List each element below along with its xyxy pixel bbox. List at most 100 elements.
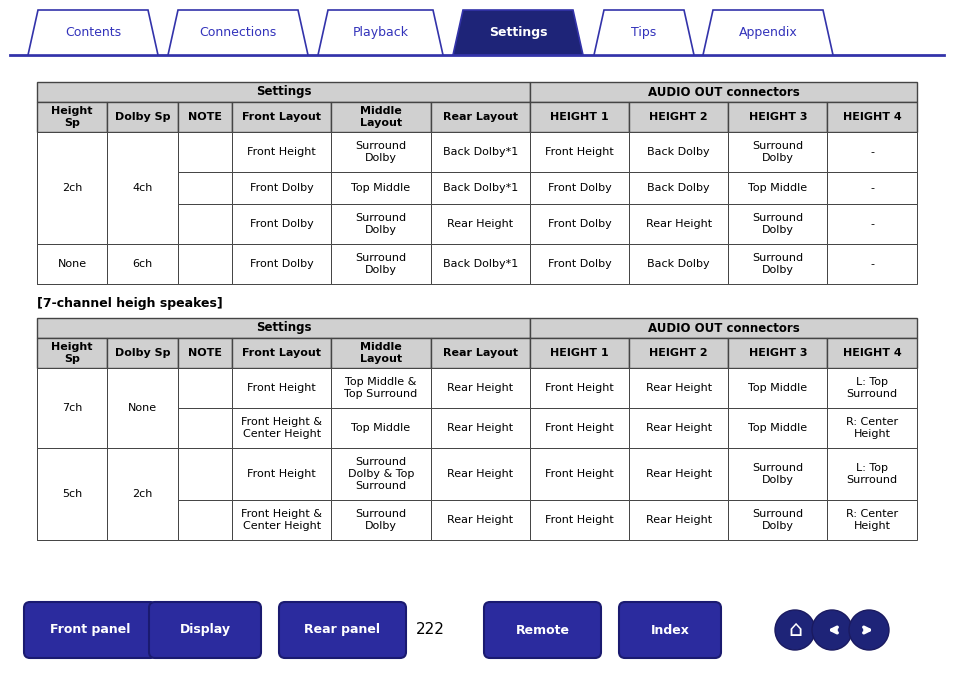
Text: Front Dolby: Front Dolby <box>250 259 314 269</box>
FancyBboxPatch shape <box>232 204 331 244</box>
Text: Surround
Dolby: Surround Dolby <box>752 141 802 163</box>
FancyBboxPatch shape <box>826 204 916 244</box>
FancyBboxPatch shape <box>108 132 177 172</box>
FancyBboxPatch shape <box>430 448 529 500</box>
Text: 5ch: 5ch <box>62 489 82 499</box>
Text: L: Top
Surround: L: Top Surround <box>845 377 897 399</box>
FancyBboxPatch shape <box>331 102 430 132</box>
Text: Rear Height: Rear Height <box>447 219 513 229</box>
Text: Remote: Remote <box>515 623 569 637</box>
FancyBboxPatch shape <box>177 448 232 500</box>
FancyBboxPatch shape <box>430 132 529 172</box>
FancyBboxPatch shape <box>727 448 826 500</box>
FancyBboxPatch shape <box>37 244 108 284</box>
FancyBboxPatch shape <box>430 244 529 284</box>
Text: Tips: Tips <box>631 26 656 39</box>
Text: HEIGHT 4: HEIGHT 4 <box>841 112 901 122</box>
FancyBboxPatch shape <box>108 368 177 448</box>
Text: 2ch: 2ch <box>62 183 82 193</box>
FancyBboxPatch shape <box>177 368 232 408</box>
FancyBboxPatch shape <box>826 244 916 284</box>
FancyBboxPatch shape <box>826 172 916 204</box>
Text: Top Middle: Top Middle <box>747 423 806 433</box>
Text: Front Layout: Front Layout <box>242 112 321 122</box>
FancyBboxPatch shape <box>529 318 916 338</box>
Text: Back Dolby: Back Dolby <box>646 183 709 193</box>
FancyBboxPatch shape <box>727 338 826 368</box>
Text: Back Dolby*1: Back Dolby*1 <box>442 259 517 269</box>
FancyBboxPatch shape <box>727 204 826 244</box>
FancyBboxPatch shape <box>108 338 177 368</box>
FancyBboxPatch shape <box>232 368 331 408</box>
Circle shape <box>774 610 814 650</box>
FancyBboxPatch shape <box>177 172 232 204</box>
Polygon shape <box>594 10 693 55</box>
FancyBboxPatch shape <box>232 132 331 172</box>
FancyBboxPatch shape <box>37 500 108 540</box>
FancyBboxPatch shape <box>232 500 331 540</box>
FancyBboxPatch shape <box>108 448 177 540</box>
Text: Front Height: Front Height <box>247 147 315 157</box>
FancyBboxPatch shape <box>529 204 628 244</box>
FancyBboxPatch shape <box>108 448 177 500</box>
FancyBboxPatch shape <box>177 132 232 172</box>
FancyBboxPatch shape <box>177 500 232 540</box>
Text: Index: Index <box>650 623 689 637</box>
Text: Rear Height: Rear Height <box>447 469 513 479</box>
Text: R: Center
Height: R: Center Height <box>845 509 898 531</box>
Text: Front Height &
Center Height: Front Height & Center Height <box>241 509 322 531</box>
Text: Surround
Dolby: Surround Dolby <box>752 463 802 485</box>
Text: Middle
Layout: Middle Layout <box>359 342 401 364</box>
Text: Top Middle: Top Middle <box>351 183 410 193</box>
Text: 7ch: 7ch <box>62 403 82 413</box>
FancyBboxPatch shape <box>826 132 916 172</box>
FancyBboxPatch shape <box>177 204 232 244</box>
Text: Display: Display <box>179 623 231 637</box>
Text: Front Height: Front Height <box>247 383 315 393</box>
Text: Settings: Settings <box>255 322 311 334</box>
Text: HEIGHT 3: HEIGHT 3 <box>748 112 806 122</box>
Polygon shape <box>702 10 832 55</box>
Circle shape <box>848 610 888 650</box>
FancyBboxPatch shape <box>529 408 628 448</box>
FancyBboxPatch shape <box>628 172 727 204</box>
Text: 2ch: 2ch <box>132 489 152 499</box>
Text: Rear panel: Rear panel <box>304 623 380 637</box>
FancyBboxPatch shape <box>232 102 331 132</box>
FancyBboxPatch shape <box>108 172 177 204</box>
Text: Height
Sp: Height Sp <box>51 342 92 364</box>
FancyBboxPatch shape <box>108 244 177 284</box>
FancyBboxPatch shape <box>37 368 108 448</box>
Text: -: - <box>869 219 873 229</box>
FancyBboxPatch shape <box>278 602 406 658</box>
Text: Surround
Dolby: Surround Dolby <box>752 213 802 235</box>
FancyBboxPatch shape <box>37 244 108 284</box>
Text: HEIGHT 1: HEIGHT 1 <box>550 348 608 358</box>
Text: Surround
Dolby: Surround Dolby <box>355 253 406 275</box>
FancyBboxPatch shape <box>628 132 727 172</box>
FancyBboxPatch shape <box>37 102 108 132</box>
FancyBboxPatch shape <box>37 448 108 540</box>
FancyBboxPatch shape <box>826 368 916 408</box>
FancyBboxPatch shape <box>628 338 727 368</box>
Text: Back Dolby: Back Dolby <box>646 259 709 269</box>
FancyBboxPatch shape <box>37 204 108 244</box>
FancyBboxPatch shape <box>37 368 108 408</box>
Text: Front panel: Front panel <box>50 623 130 637</box>
FancyBboxPatch shape <box>177 102 232 132</box>
Text: AUDIO OUT connectors: AUDIO OUT connectors <box>647 85 799 98</box>
Text: HEIGHT 1: HEIGHT 1 <box>550 112 608 122</box>
Text: 6ch: 6ch <box>132 259 152 269</box>
FancyBboxPatch shape <box>232 408 331 448</box>
FancyBboxPatch shape <box>232 338 331 368</box>
FancyBboxPatch shape <box>727 368 826 408</box>
Text: Playback: Playback <box>352 26 408 39</box>
FancyBboxPatch shape <box>331 338 430 368</box>
Text: Surround
Dolby: Surround Dolby <box>355 213 406 235</box>
Text: [7-channel heigh speakes]: [7-channel heigh speakes] <box>37 297 222 310</box>
FancyBboxPatch shape <box>628 244 727 284</box>
FancyBboxPatch shape <box>529 102 628 132</box>
Text: Top Middle &
Top Surround: Top Middle & Top Surround <box>344 377 417 399</box>
FancyBboxPatch shape <box>331 408 430 448</box>
FancyBboxPatch shape <box>727 500 826 540</box>
